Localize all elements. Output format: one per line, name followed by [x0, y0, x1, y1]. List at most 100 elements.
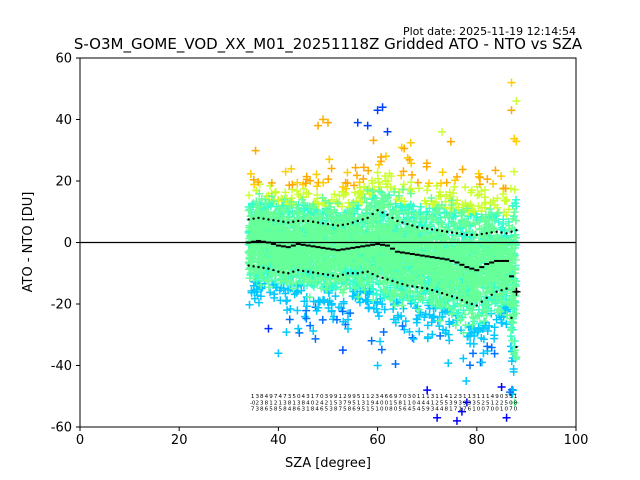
scatter-point	[477, 358, 486, 367]
scatter-point	[509, 367, 518, 376]
scatter-point	[312, 170, 321, 179]
scatter-point	[287, 164, 296, 173]
scatter-point	[474, 202, 483, 211]
scatter-point	[406, 138, 415, 147]
std-marker	[426, 287, 429, 290]
scatter-point	[398, 321, 407, 330]
outlier-point	[264, 324, 273, 333]
scatter-point	[436, 179, 445, 188]
scatter-point	[400, 325, 409, 334]
scatter-point	[306, 321, 315, 330]
std-marker	[272, 268, 275, 272]
scatter-point	[490, 323, 499, 332]
std-marker	[401, 221, 404, 224]
scatter-point	[486, 205, 495, 214]
std-marker	[421, 286, 424, 290]
scatter-point	[256, 292, 265, 301]
std-marker	[490, 231, 493, 234]
std-marker	[475, 304, 478, 307]
bin-stat-label: 3	[255, 394, 259, 400]
std-marker	[470, 302, 474, 306]
scatter-point	[465, 361, 474, 370]
scatter-point	[309, 326, 318, 335]
scatter-point	[397, 171, 406, 180]
scatter-point	[387, 172, 396, 181]
scatter-point	[376, 337, 385, 346]
scatter-point	[413, 178, 422, 187]
scatter-point	[407, 299, 416, 308]
scatter-point	[432, 181, 441, 190]
scatter-point	[456, 223, 465, 232]
scatter-point	[483, 342, 492, 351]
scatter-point	[314, 303, 323, 312]
scatter-point	[377, 345, 386, 354]
scatter-point	[327, 306, 336, 315]
scatter-point	[281, 289, 290, 298]
std-marker	[371, 212, 374, 216]
scatter-point	[435, 188, 444, 197]
scatter-point	[416, 202, 425, 211]
scatter-point	[293, 178, 302, 187]
std-marker	[331, 223, 335, 227]
outlier-point	[294, 324, 303, 333]
scatter-point	[441, 326, 450, 335]
scatter-point	[474, 326, 483, 335]
scatter-point	[477, 203, 486, 212]
scatter-point	[407, 201, 416, 210]
std-marker	[297, 268, 300, 272]
scatter-point	[508, 201, 517, 210]
std-marker	[515, 345, 518, 349]
scatter-point	[302, 302, 311, 311]
scatter-point	[408, 333, 417, 342]
scatter-point	[364, 166, 373, 175]
std-marker	[396, 281, 399, 284]
scatter-point	[454, 308, 463, 317]
std-marker	[272, 219, 275, 222]
std-marker	[510, 316, 513, 320]
scatter-point	[313, 194, 322, 203]
scatter-point	[355, 295, 364, 304]
scatter-point	[373, 308, 382, 317]
scatter-point	[394, 313, 403, 322]
scatter-point	[499, 215, 508, 224]
scatter-point	[446, 192, 455, 201]
std-marker	[326, 222, 330, 226]
std-marker	[416, 285, 419, 289]
scatter-point	[446, 137, 455, 146]
std-marker	[505, 287, 508, 290]
scatter-point	[415, 327, 424, 336]
scatter-point	[404, 294, 413, 303]
scatter-point	[398, 203, 407, 212]
scatter-point	[333, 199, 342, 208]
scatter-point	[293, 306, 302, 315]
scatter-point	[251, 146, 260, 155]
outlier-point	[507, 78, 516, 87]
std-marker	[376, 275, 379, 278]
scatter-point	[407, 159, 416, 168]
scatter-point	[318, 315, 327, 324]
scatter-point	[403, 153, 412, 162]
scatter-point	[469, 349, 478, 358]
scatter-point	[245, 191, 254, 200]
scatter-point	[485, 321, 494, 330]
scatter-point	[497, 172, 506, 181]
scatter-point	[429, 312, 438, 321]
scatter-point	[474, 172, 483, 181]
scatter-point	[392, 298, 401, 307]
scatter-point	[282, 328, 291, 337]
outlier-point	[433, 413, 442, 422]
outlier-point	[497, 383, 506, 392]
scatter-point	[400, 197, 409, 206]
std-marker	[351, 272, 354, 275]
scatter-point	[450, 182, 459, 191]
std-marker	[510, 230, 513, 233]
scatter-point	[491, 166, 500, 175]
scatter-point	[254, 178, 263, 187]
scatter-point	[343, 315, 352, 324]
scatter-point	[313, 182, 322, 191]
scatter-point	[370, 198, 379, 207]
std-marker	[430, 288, 434, 292]
scatter-point	[367, 336, 376, 345]
